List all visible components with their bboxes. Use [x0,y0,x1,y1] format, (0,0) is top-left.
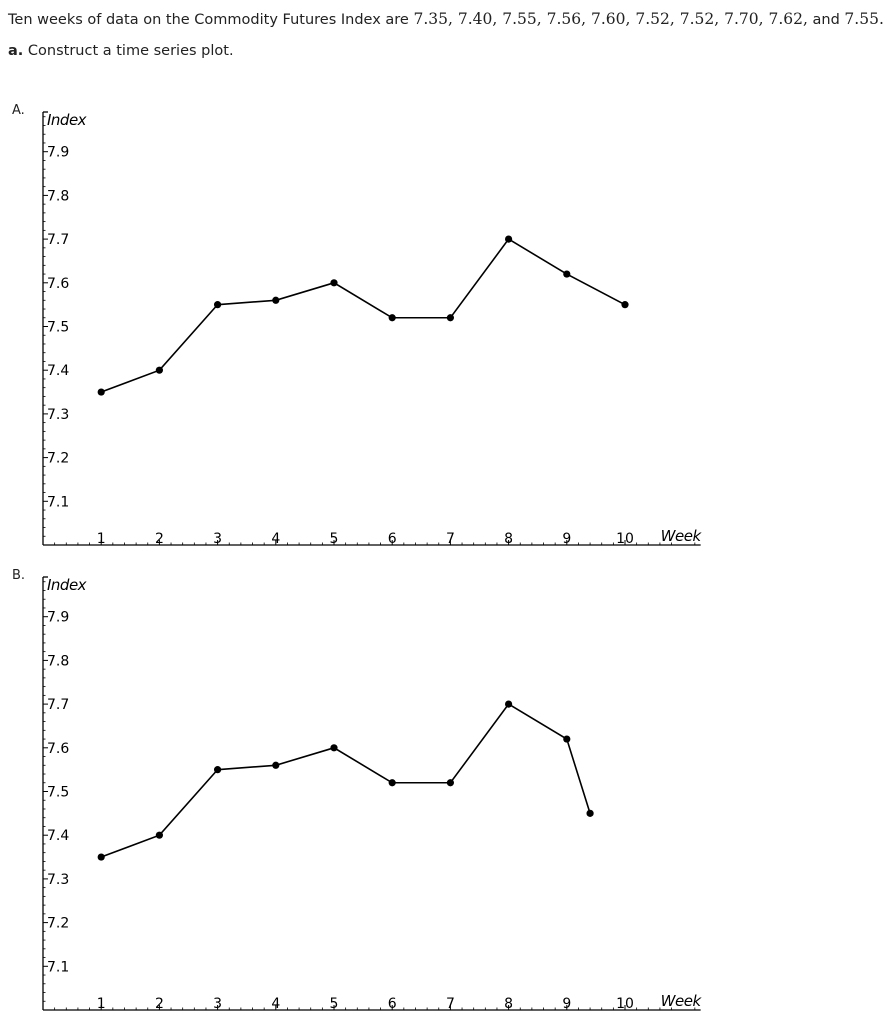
y-tick-label: 7.6 [47,741,69,757]
x-tick-label: 1 [97,996,106,1012]
series-line [100,238,626,393]
data-value: 7.52 [679,10,715,28]
data-point [563,735,571,743]
data-values: 7.35, 7.40, 7.55, 7.56, 7.60, 7.52, 7.52… [413,10,808,28]
y-tick-label: 7.7 [47,232,69,248]
data-point [272,296,280,304]
y-tick-label: 7.4 [47,363,69,379]
data-value: 7.60 [590,10,626,28]
data-point [272,761,280,769]
x-tick-label: 4 [271,531,280,547]
x-tick-label: 6 [388,996,397,1012]
x-tick-label: 3 [213,996,222,1012]
question-part: a. Construct a time series plot. [8,40,234,62]
y-tick-label: 7.3 [47,407,69,423]
x-tick-label: 5 [330,531,339,547]
x-tick-label: 9 [562,996,571,1012]
x-axis-label: Week [661,527,703,545]
data-point [586,809,594,817]
x-tick-label: 8 [504,531,513,547]
data-value: 7.70 [724,10,759,28]
x-tick-label: 6 [388,531,397,547]
data-value: 7.55 [844,10,879,28]
question-text: Ten weeks of data on the Commodity Futur… [8,8,883,31]
data-point [155,366,163,374]
x-tick-label: 2 [155,996,164,1012]
x-tick-label: 5 [330,996,339,1012]
data-point [505,700,513,708]
x-tick-label: 10 [616,996,634,1012]
data-point [621,301,629,309]
and-word: and [812,12,840,28]
data-value: 7.52 [635,10,670,28]
part-letter: a. [8,43,24,59]
data-point [214,301,222,309]
x-tick-label: 8 [504,996,513,1012]
y-tick-label: 7.9 [47,145,69,161]
y-tick-label: 7.1 [47,494,69,510]
x-tick-label: 9 [562,531,571,547]
data-point [446,314,454,322]
data-value: 7.55 [502,10,537,28]
x-tick-label: 2 [155,531,164,547]
y-tick-label: 7.2 [47,451,69,467]
data-point [388,314,396,322]
y-tick-label: 7.3 [47,872,69,888]
data-point [505,235,513,243]
x-tick-label: 7 [446,531,455,547]
x-tick-label: 3 [213,531,222,547]
y-tick-label: 7.2 [47,916,69,932]
y-tick-label: 7.8 [47,653,69,669]
y-tick-label: 7.6 [47,276,69,292]
part-text: Construct a time series plot. [27,43,234,59]
data-point [330,744,338,752]
option-b-chart[interactable]: 7.1 7.2 7.3 7.4 7.5 7.6 7.7 7.8 7.9 1 2 3 4 5 6 7 8 9 10 In… [0,565,883,1025]
data-value: 7.35 [413,10,448,28]
data-point [97,853,105,861]
y-tick-label: 7.7 [47,697,69,713]
data-point [330,279,338,287]
data-point [388,779,396,787]
y-tick-label: 7.4 [47,828,69,844]
data-point [563,270,571,278]
x-tick-label: 10 [616,531,634,547]
y-tick-label: 7.5 [47,785,69,801]
option-a-label[interactable]: A. [12,103,25,118]
y-tick-label: 7.9 [47,610,69,626]
x-tick-label: 7 [446,996,455,1012]
series-line [100,703,591,858]
question-intro: Ten weeks of data on the Commodity Futur… [8,12,409,28]
data-value: 7.56 [546,10,582,28]
x-tick-label: 1 [97,531,106,547]
data-point [97,388,105,396]
x-tick-label: 4 [271,996,280,1012]
data-value: 7.40 [457,10,493,28]
data-point [214,766,222,774]
y-tick-label: 7.5 [47,320,69,336]
y-axis-label: Index [47,111,87,129]
option-b-label[interactable]: B. [12,568,26,583]
y-axis-label: Index [47,576,87,594]
y-tick-label: 7.1 [47,959,69,975]
option-a-chart[interactable]: 7.1 7.2 7.3 7.4 7.5 7.6 7.7 7.8 7.9 1 2 3 4 5 6 7 8 9 10 In… [0,100,883,560]
data-value: 7.62 [768,10,803,28]
y-tick-label: 7.8 [47,188,69,204]
data-point [446,779,454,787]
data-point [155,831,163,839]
x-axis-label: Week [661,992,703,1010]
